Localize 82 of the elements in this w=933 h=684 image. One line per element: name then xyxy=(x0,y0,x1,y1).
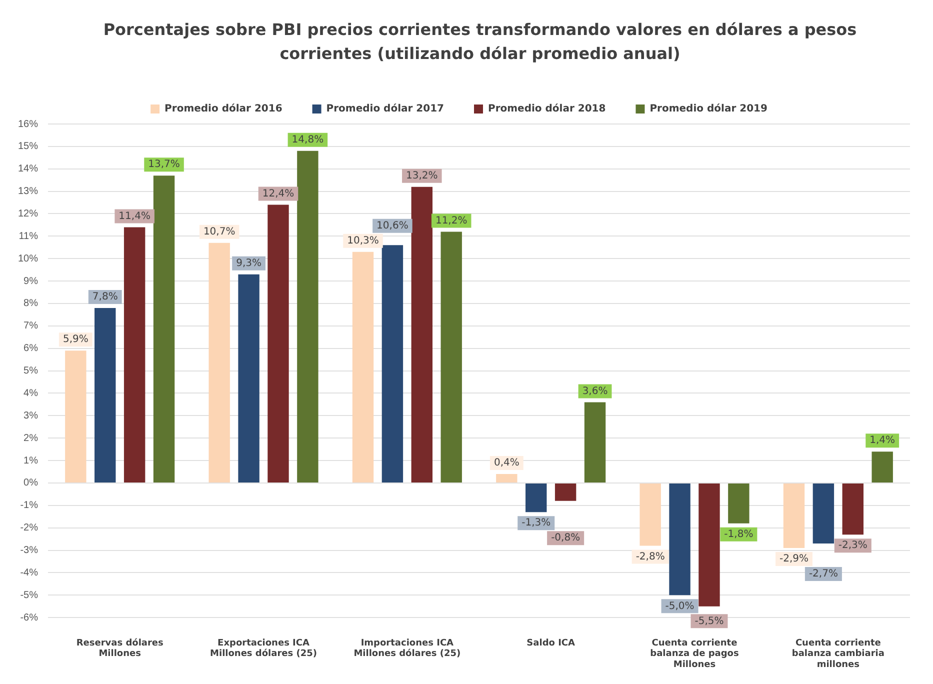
y-tick-label: 8% xyxy=(24,298,38,310)
bar xyxy=(698,483,720,606)
x-tick-label: Exportaciones ICA Millones dólares (25) xyxy=(210,638,317,660)
data-label: -2,9% xyxy=(779,554,808,565)
bar xyxy=(812,483,834,544)
bar xyxy=(842,483,864,535)
bar xyxy=(872,452,893,482)
y-tick-label: -5% xyxy=(20,590,38,601)
y-tick-label: 7% xyxy=(24,320,38,332)
x-tick-label: Saldo ICA xyxy=(526,638,576,648)
data-label: 0,4% xyxy=(494,458,520,469)
bar xyxy=(238,274,260,482)
data-label: 5,9% xyxy=(62,334,88,346)
x-tick-label: Cuenta corriente balanza cambiaria millones xyxy=(792,638,884,670)
x-tick-label: Importaciones ICA Millones dólares (25) xyxy=(354,638,461,660)
bar xyxy=(728,483,750,524)
data-label: -2,8% xyxy=(636,551,665,562)
bar xyxy=(526,483,547,512)
y-tick-label: -1% xyxy=(20,500,38,512)
bar xyxy=(297,150,318,482)
bar xyxy=(669,483,690,596)
x-tick-label: Cuenta corriente balanza de pagos Millones xyxy=(650,638,739,670)
data-label: 9,3% xyxy=(236,258,262,269)
bar xyxy=(411,186,433,482)
y-tick-label: 15% xyxy=(18,141,38,152)
data-label: -1,3% xyxy=(522,518,551,529)
data-label: 10,6% xyxy=(376,220,408,232)
bar xyxy=(496,474,518,482)
y-tick-label: 9% xyxy=(24,276,38,287)
data-label: -5,5% xyxy=(694,616,724,627)
y-tick-label: 0% xyxy=(24,478,38,489)
y-tick-label: 11% xyxy=(18,230,38,242)
bar xyxy=(352,252,374,482)
y-tick-label: -6% xyxy=(20,612,38,624)
data-label: -0,8% xyxy=(551,532,580,544)
y-tick-label: 1% xyxy=(24,455,38,466)
bar xyxy=(783,483,805,548)
y-tick-label: 16% xyxy=(18,118,38,130)
data-label: 11,2% xyxy=(435,215,468,226)
y-tick-label: -3% xyxy=(20,545,38,556)
data-label: 14,8% xyxy=(292,134,324,146)
data-label: 13,7% xyxy=(148,159,180,170)
y-tick-label: 10% xyxy=(18,253,38,264)
data-label: -2,3% xyxy=(838,540,868,552)
bar xyxy=(382,245,404,482)
y-tick-label: 14% xyxy=(18,164,38,175)
data-label: 1,4% xyxy=(870,435,896,446)
y-tick-label: -2% xyxy=(20,522,38,534)
chart-title: Porcentajes sobre PBI precios corrientes transformando valores en dólares a pesos corrientes (utilizando dólar promedio anual) xyxy=(102,19,858,65)
data-label: 11,4% xyxy=(118,210,150,222)
data-label: 13,2% xyxy=(406,170,438,182)
bar xyxy=(65,350,86,482)
data-label: -2,7% xyxy=(808,568,838,580)
x-tick-label: Reservas dólares Millones xyxy=(76,637,164,660)
data-label: 12,4% xyxy=(262,188,294,200)
y-tick-label: 12% xyxy=(18,208,38,220)
data-label: 7,8% xyxy=(92,292,118,303)
y-tick-label: 6% xyxy=(24,343,38,354)
data-label: -1,8% xyxy=(724,528,754,540)
y-tick-label: 13% xyxy=(18,186,38,198)
data-label: 3,6% xyxy=(582,386,608,397)
bar xyxy=(124,227,146,482)
y-tick-label: 5% xyxy=(24,366,38,377)
bar xyxy=(584,402,606,482)
legend-label: Promedio dólar 2017 xyxy=(326,104,444,115)
data-label: 10,3% xyxy=(347,235,379,246)
bar xyxy=(268,204,289,482)
y-tick-label: 2% xyxy=(24,432,38,444)
bar xyxy=(554,483,576,501)
bar xyxy=(440,232,462,482)
y-tick-label: 3% xyxy=(24,410,38,422)
legend-label: Promedio dólar 2018 xyxy=(488,104,606,115)
y-tick-label: 4% xyxy=(24,388,38,399)
bar xyxy=(153,176,175,482)
y-tick-label: -4% xyxy=(20,567,38,578)
legend-label: Promedio dólar 2019 xyxy=(650,104,768,115)
data-label: 10,7% xyxy=(203,226,236,238)
data-label: -5,0% xyxy=(665,600,694,612)
bar xyxy=(208,242,230,482)
bar xyxy=(640,483,661,546)
bar xyxy=(94,308,116,482)
legend-label: Promedio dólar 2016 xyxy=(164,104,282,115)
